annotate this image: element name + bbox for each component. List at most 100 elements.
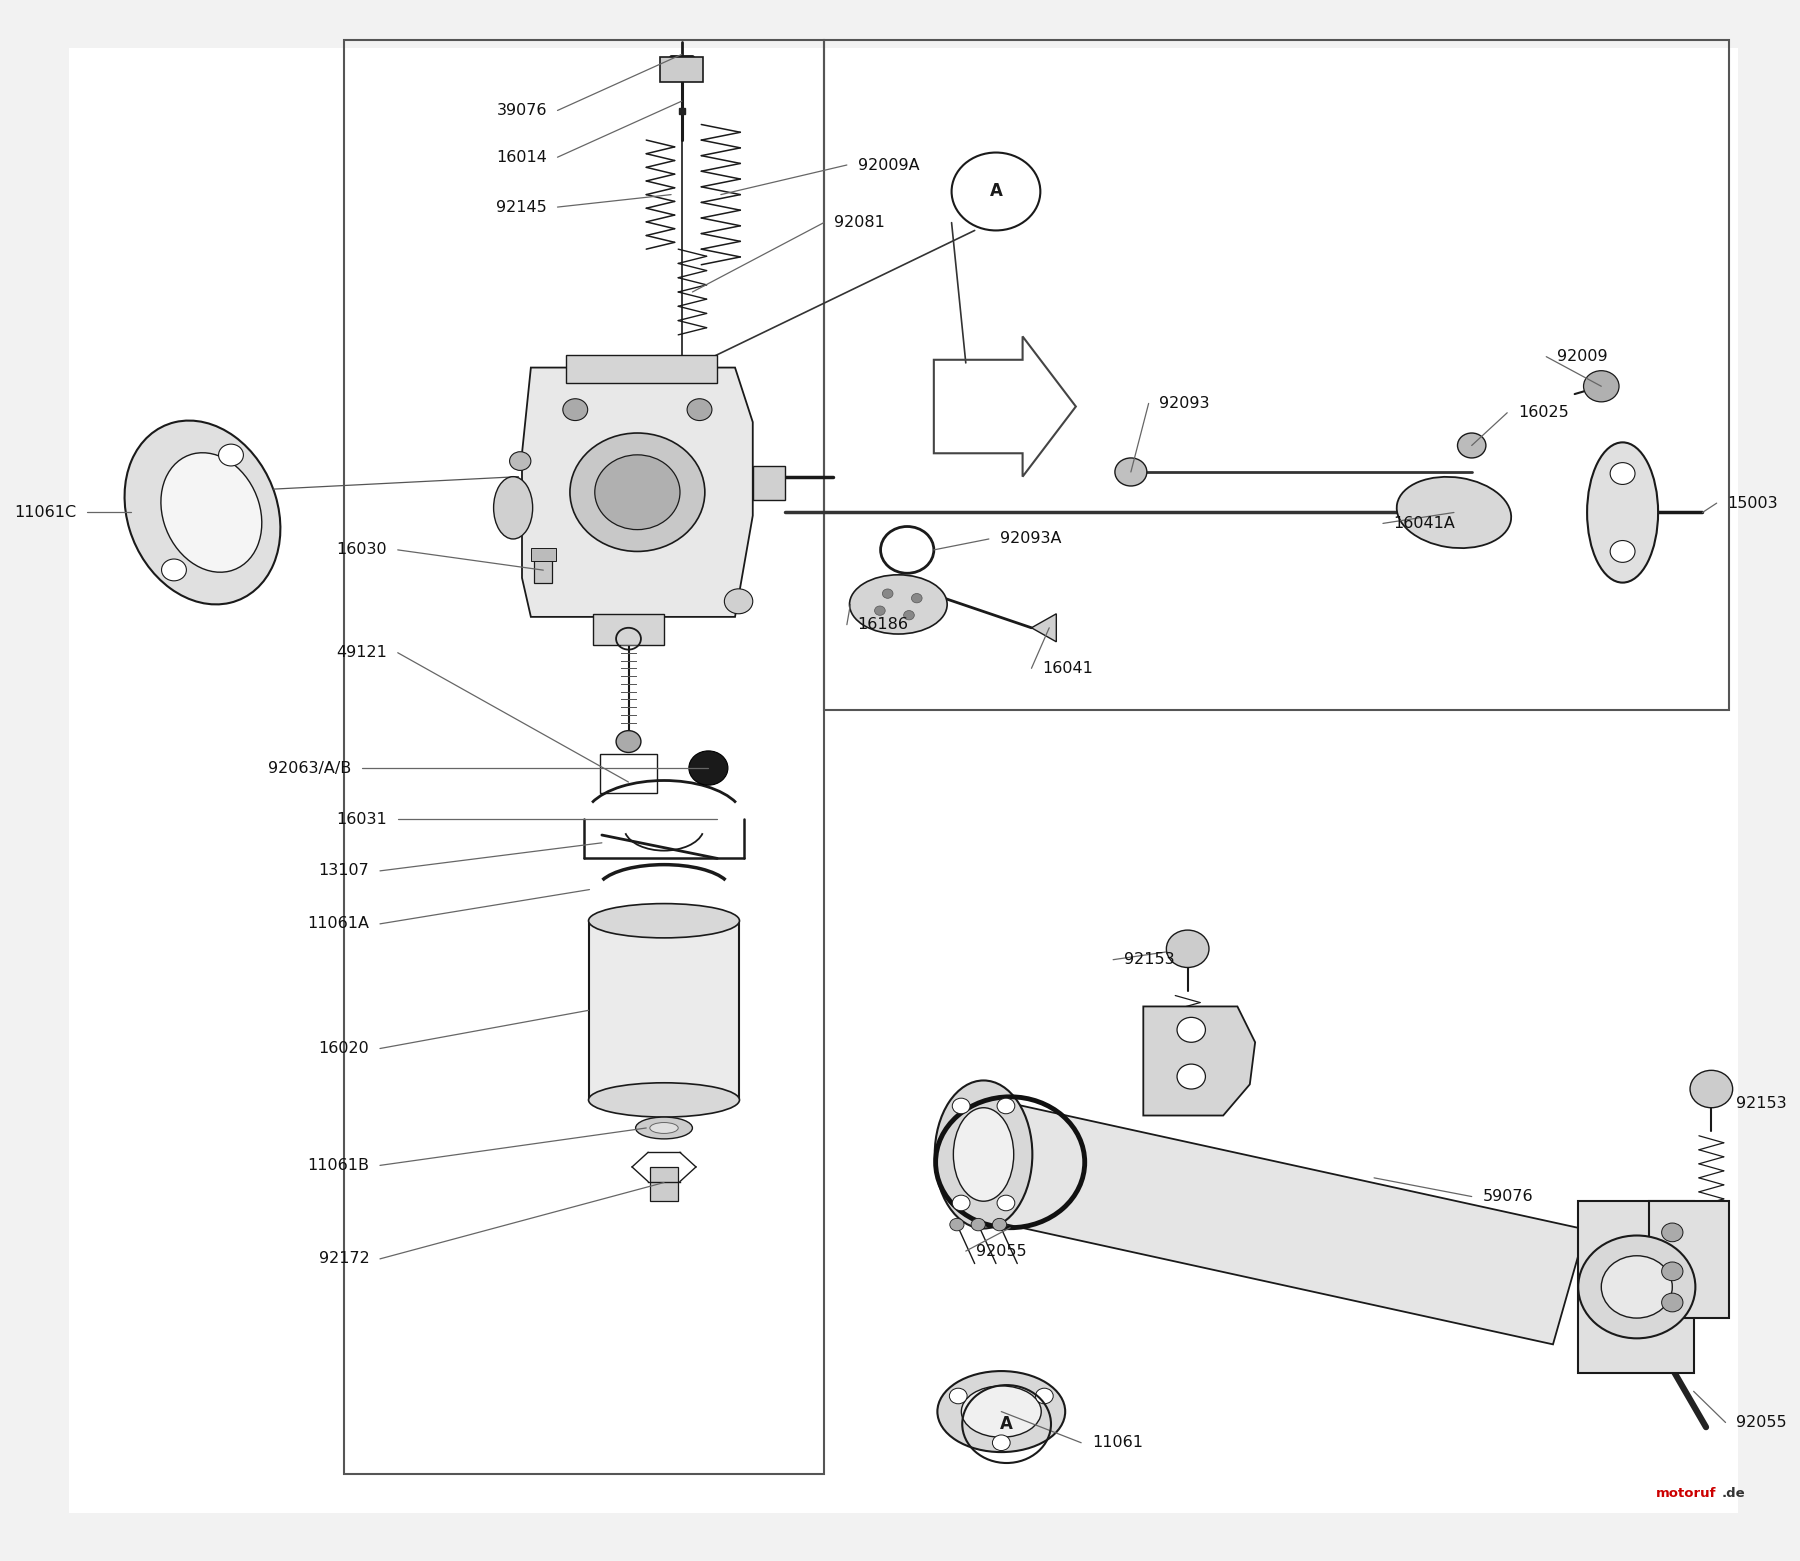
- Circle shape: [950, 1218, 965, 1230]
- Circle shape: [571, 432, 706, 551]
- Text: 92009: 92009: [1557, 350, 1607, 364]
- Ellipse shape: [1588, 442, 1658, 582]
- Ellipse shape: [961, 1386, 1040, 1438]
- Text: 92153: 92153: [1123, 952, 1174, 968]
- Circle shape: [882, 588, 893, 598]
- Text: 92055: 92055: [1737, 1414, 1787, 1430]
- Polygon shape: [985, 1105, 1586, 1344]
- Text: 13107: 13107: [319, 863, 369, 879]
- Text: A: A: [1001, 1414, 1013, 1433]
- Bar: [589, 921, 740, 1101]
- Text: 92153: 92153: [1737, 1096, 1787, 1110]
- Bar: [344, 41, 824, 1474]
- Text: motoruf: motoruf: [1656, 1488, 1717, 1500]
- Ellipse shape: [934, 1080, 1033, 1229]
- Text: 11061: 11061: [1093, 1435, 1143, 1450]
- Text: 16186: 16186: [857, 617, 909, 632]
- Text: .de: .de: [1723, 1488, 1746, 1500]
- Text: 11061C: 11061C: [14, 506, 76, 520]
- Circle shape: [1661, 1261, 1683, 1280]
- Circle shape: [218, 445, 243, 465]
- Bar: [535, 554, 553, 582]
- Text: 16030: 16030: [337, 542, 387, 557]
- Ellipse shape: [589, 1083, 740, 1118]
- Bar: [650, 1168, 679, 1202]
- Text: 16041: 16041: [1042, 660, 1093, 676]
- Circle shape: [1166, 930, 1210, 968]
- Bar: [531, 548, 556, 560]
- Text: 92009A: 92009A: [857, 158, 920, 173]
- Circle shape: [992, 1435, 1010, 1450]
- Circle shape: [972, 1218, 985, 1230]
- Text: A: A: [990, 183, 1003, 200]
- Polygon shape: [1143, 1007, 1255, 1116]
- Bar: [824, 41, 1730, 710]
- Text: 16025: 16025: [1517, 406, 1568, 420]
- Circle shape: [997, 1099, 1015, 1113]
- Polygon shape: [522, 367, 752, 617]
- Bar: [1579, 1202, 1694, 1372]
- Bar: [599, 754, 657, 793]
- Circle shape: [1177, 1065, 1206, 1090]
- Circle shape: [563, 398, 587, 420]
- Circle shape: [1584, 370, 1618, 401]
- Circle shape: [1661, 1293, 1683, 1311]
- Ellipse shape: [850, 574, 947, 634]
- Circle shape: [616, 731, 641, 752]
- Text: 11061A: 11061A: [308, 916, 369, 932]
- Text: 16014: 16014: [497, 150, 547, 165]
- Text: 39076: 39076: [497, 103, 547, 119]
- Ellipse shape: [954, 1108, 1013, 1202]
- Circle shape: [904, 610, 914, 620]
- Ellipse shape: [124, 420, 281, 604]
- Circle shape: [1035, 1388, 1053, 1403]
- Text: 16031: 16031: [337, 812, 387, 827]
- Circle shape: [1177, 1018, 1206, 1043]
- Text: 15003: 15003: [1728, 496, 1778, 510]
- Ellipse shape: [1397, 476, 1512, 548]
- Text: 16020: 16020: [319, 1041, 369, 1055]
- Circle shape: [509, 451, 531, 470]
- Bar: [752, 465, 785, 500]
- Circle shape: [1611, 540, 1634, 562]
- Polygon shape: [1031, 613, 1057, 642]
- Ellipse shape: [938, 1371, 1066, 1452]
- Circle shape: [1690, 1071, 1733, 1108]
- Text: 92145: 92145: [497, 200, 547, 214]
- Text: 92063/A/B: 92063/A/B: [268, 760, 351, 776]
- Circle shape: [594, 454, 680, 529]
- Circle shape: [1611, 462, 1634, 484]
- Bar: [661, 58, 704, 83]
- Bar: [1649, 1202, 1730, 1317]
- Text: 16041A: 16041A: [1393, 515, 1456, 531]
- Circle shape: [724, 588, 752, 613]
- Ellipse shape: [589, 904, 740, 938]
- Circle shape: [1661, 1222, 1683, 1241]
- Circle shape: [952, 1099, 970, 1113]
- Ellipse shape: [493, 476, 533, 539]
- Circle shape: [911, 593, 922, 603]
- Text: 59076: 59076: [1483, 1189, 1534, 1204]
- Text: 92055: 92055: [976, 1244, 1028, 1258]
- Ellipse shape: [635, 1118, 693, 1140]
- Circle shape: [875, 606, 886, 615]
- Circle shape: [992, 1218, 1006, 1230]
- Text: 11061B: 11061B: [308, 1158, 369, 1172]
- Text: 92081: 92081: [835, 215, 886, 229]
- Text: 92093A: 92093A: [999, 531, 1060, 546]
- Text: 92172: 92172: [319, 1252, 369, 1266]
- Circle shape: [997, 1196, 1015, 1211]
- Ellipse shape: [650, 1122, 679, 1133]
- Circle shape: [688, 398, 713, 420]
- Circle shape: [1114, 457, 1147, 485]
- Circle shape: [949, 1388, 967, 1403]
- Circle shape: [952, 1196, 970, 1211]
- Circle shape: [689, 751, 727, 785]
- Text: 49121: 49121: [337, 645, 387, 660]
- Circle shape: [1602, 1255, 1672, 1317]
- Ellipse shape: [160, 453, 261, 573]
- Bar: [567, 354, 716, 382]
- Bar: [592, 613, 664, 645]
- Circle shape: [162, 559, 187, 581]
- Circle shape: [1458, 432, 1487, 457]
